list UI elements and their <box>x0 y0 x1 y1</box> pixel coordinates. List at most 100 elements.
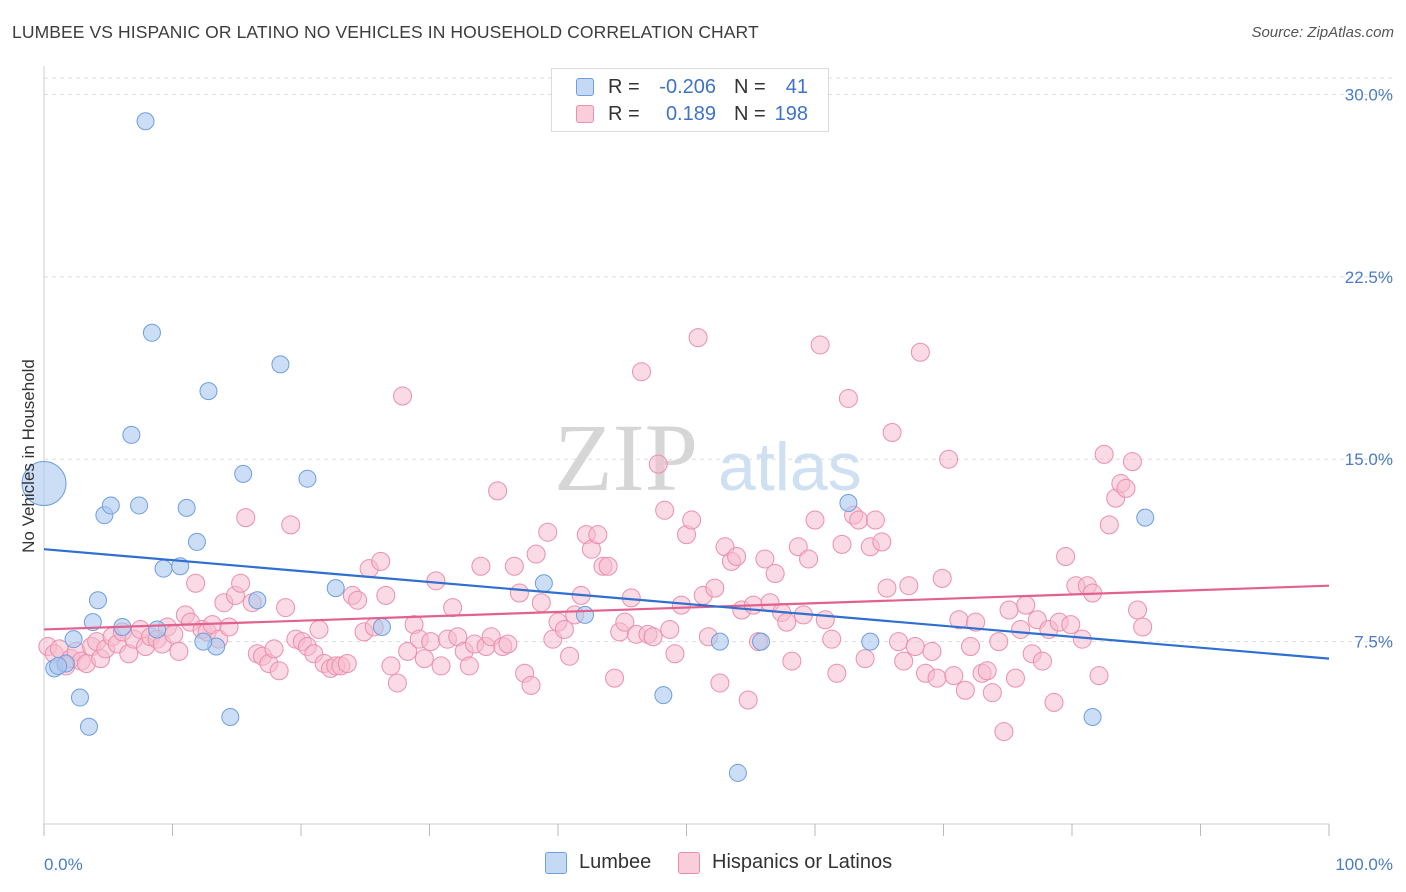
hispanic-point <box>982 683 1002 703</box>
x-tick-label-start: 0.0% <box>44 855 83 874</box>
legend-item-hispanic: Hispanics or Latinos <box>678 851 892 874</box>
hispanic-point <box>588 525 608 545</box>
hispanic-point <box>459 656 479 676</box>
lumbee-point <box>148 620 167 639</box>
hispanic-point <box>1099 515 1119 535</box>
hispanic-point <box>960 636 980 656</box>
lumbee-point <box>101 496 120 515</box>
n-value: 41 <box>785 75 808 98</box>
hispanic-point <box>899 576 919 596</box>
lumbee-point <box>326 579 345 598</box>
hispanic-point <box>1116 478 1136 498</box>
lumbee-point <box>122 425 141 444</box>
hispanic-point <box>632 362 652 382</box>
legend-row-hispanic: R = 0.189 N = 198 <box>576 102 808 126</box>
hispanic-point <box>443 598 463 618</box>
hispanic-point <box>682 510 702 530</box>
source-label: Source: ZipAtlas.com <box>1251 24 1394 41</box>
series-legend: Lumbee Hispanics or Latinos <box>0 851 1406 879</box>
lumbee-point <box>1083 708 1102 727</box>
lumbee-point <box>177 498 196 517</box>
watermark-zip: ZIP <box>554 404 698 511</box>
hispanic-point <box>939 449 959 469</box>
hispanic-point <box>910 342 930 362</box>
lumbee-legend-label: Lumbee <box>579 851 652 873</box>
hispanic-point <box>894 651 914 671</box>
hispanic-point <box>560 646 580 666</box>
hispanic-point <box>231 573 251 593</box>
hispanic-point <box>488 481 508 501</box>
hispanic-point <box>1128 600 1148 620</box>
hispanic-points <box>38 328 1153 742</box>
x-tick-label-end: 100.0% <box>1335 855 1393 874</box>
grid-lines <box>44 77 1392 643</box>
hispanic-point <box>281 515 301 535</box>
hispanic-point <box>810 335 830 355</box>
hispanic-point <box>827 663 847 683</box>
hispanic-point <box>765 564 785 584</box>
hispanic-point <box>414 649 434 669</box>
hispanic-point <box>376 585 396 605</box>
hispanic-point <box>805 510 825 530</box>
hispanic-point <box>838 388 858 408</box>
hispanic-point <box>815 610 835 630</box>
hispanic-point <box>371 551 391 571</box>
hispanic-point <box>504 556 524 576</box>
stats-legend: R = -0.206 N = 41 R = 0.189 N = 198 <box>551 68 829 132</box>
hispanic-point <box>169 641 189 661</box>
hispanic-point <box>526 544 546 564</box>
hispanic-point <box>1032 651 1052 671</box>
hispanic-point <box>1133 617 1153 637</box>
y-axis-label: No Vehicles in Household <box>19 359 38 553</box>
hispanic-point <box>264 639 284 659</box>
hispanic-point <box>1016 595 1036 615</box>
hispanic-point <box>955 680 975 700</box>
hispanic-point <box>777 612 797 632</box>
r-label: R = <box>608 75 640 98</box>
hispanic-point <box>782 651 802 671</box>
y-tick-label: 30.0% <box>1345 85 1393 104</box>
r-value: -0.206 <box>659 75 716 98</box>
hispanic-point <box>554 619 574 639</box>
hispanic-point <box>755 549 775 569</box>
legend-item-lumbee: Lumbee <box>545 851 651 874</box>
hispanic-point <box>849 510 869 530</box>
lumbee-point <box>221 708 240 727</box>
hispanic-point <box>431 656 451 676</box>
hispanic-point <box>337 654 357 674</box>
lumbee-point <box>199 382 218 401</box>
lumbee-point <box>49 656 68 675</box>
lumbee-point <box>728 763 747 782</box>
lumbee-point <box>88 591 107 610</box>
watermark: ZIP atlas <box>554 404 862 511</box>
hispanic-point <box>1011 619 1031 639</box>
hispanic-point <box>615 612 635 632</box>
hispanic-point <box>521 675 541 695</box>
lumbee-point <box>861 632 880 651</box>
hispanic-point <box>309 619 329 639</box>
lumbee-point <box>21 461 67 507</box>
hispanic-swatch <box>576 105 594 123</box>
watermark-atlas: atlas <box>718 429 862 505</box>
lumbee-point <box>194 632 213 651</box>
hispanic-legend-swatch <box>678 851 700 874</box>
lumbee-point <box>64 630 83 649</box>
hispanic-point <box>471 556 491 576</box>
hispanic-point <box>994 722 1014 742</box>
hispanic-point <box>865 510 885 530</box>
hispanic-point <box>944 666 964 686</box>
lumbee-point <box>130 496 149 515</box>
hispanic-point <box>872 532 892 552</box>
hispanic-point <box>882 422 902 442</box>
hispanic-point <box>665 644 685 664</box>
hispanic-point <box>643 627 663 647</box>
hispanic-point <box>164 624 184 644</box>
hispanic-point <box>655 500 675 520</box>
hispanic-point <box>922 641 942 661</box>
lumbee-point <box>575 605 594 624</box>
hispanic-point <box>799 549 819 569</box>
hispanic-point <box>426 571 446 591</box>
hispanic-point <box>398 641 418 661</box>
hispanic-point <box>822 629 842 649</box>
